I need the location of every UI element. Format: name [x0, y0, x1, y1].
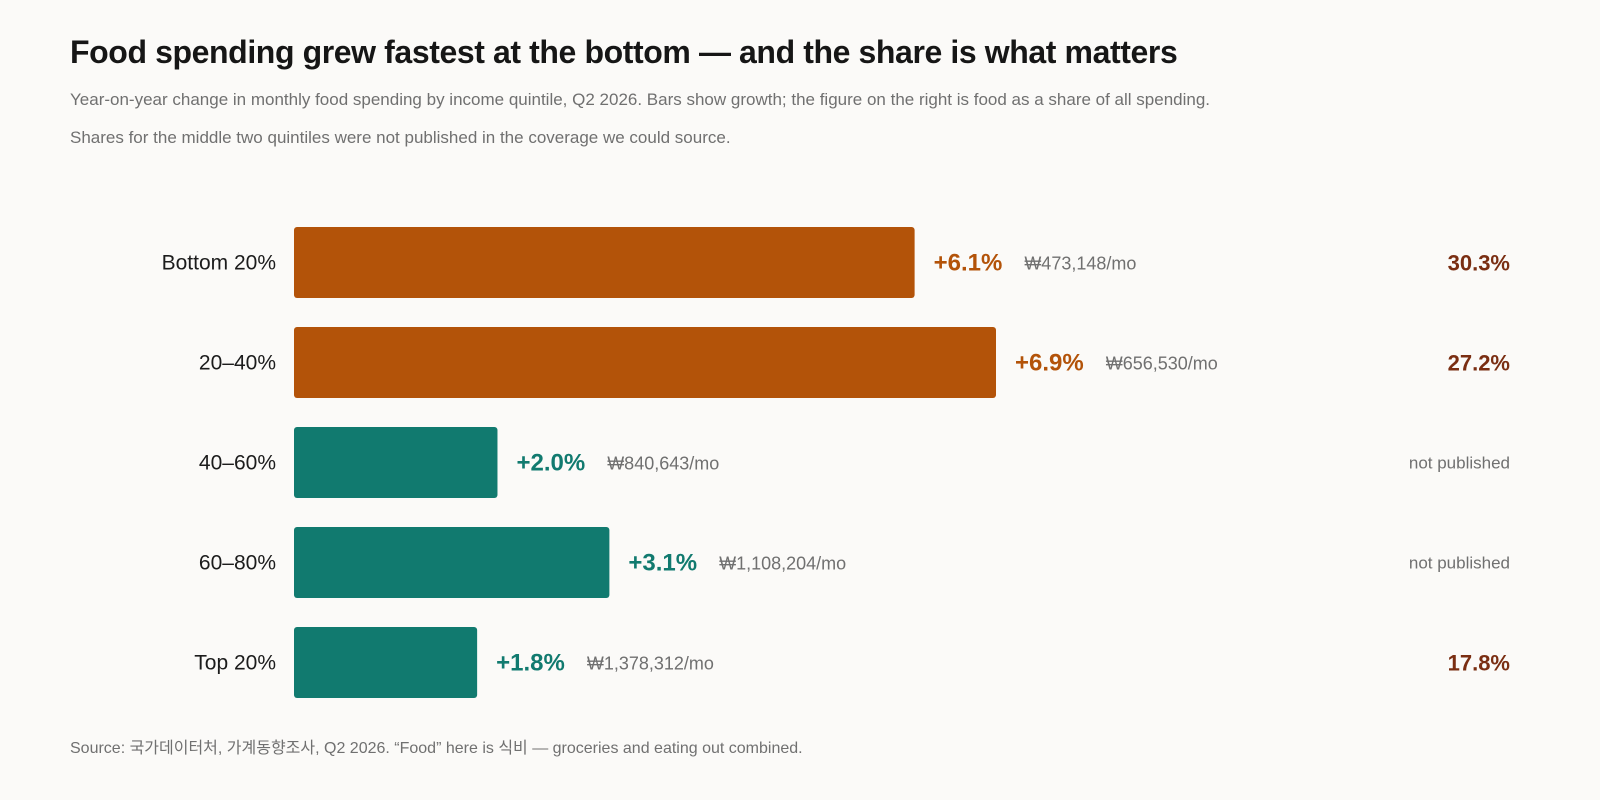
chart-title: Food spending grew fastest at the bottom…	[70, 34, 1178, 70]
bar	[294, 527, 610, 598]
category-label: 40–60%	[199, 452, 276, 475]
chart-subtitle: Year-on-year change in monthly food spen…	[70, 90, 1211, 109]
bar-value-label: +6.9%	[1015, 350, 1084, 377]
category-label: 20–40%	[199, 352, 276, 375]
spending-label: ₩1,378,312/mo	[587, 654, 714, 674]
bar-value-label: +2.0%	[516, 450, 585, 477]
spending-label: ₩1,108,204/mo	[719, 554, 846, 574]
share-label: 27.2%	[1448, 351, 1510, 376]
category-label: Bottom 20%	[162, 252, 276, 275]
category-label: Top 20%	[194, 652, 276, 675]
share-label: 30.3%	[1448, 251, 1510, 276]
share-label: not published	[1409, 554, 1510, 573]
bar	[294, 627, 478, 698]
bar-value-label: +6.1%	[934, 250, 1003, 277]
spending-label: ₩840,643/mo	[607, 454, 719, 474]
bar	[294, 327, 996, 398]
bar	[294, 227, 915, 298]
bar	[294, 427, 498, 498]
share-label: not published	[1409, 454, 1510, 473]
category-label: 60–80%	[199, 552, 276, 575]
bar-value-label: +3.1%	[628, 550, 697, 577]
share-label: 17.8%	[1448, 651, 1510, 676]
bar-value-label: +1.8%	[496, 650, 565, 677]
spending-label: ₩473,148/mo	[1024, 254, 1136, 274]
chart-note: Shares for the middle two quintiles were…	[70, 128, 731, 147]
spending-label: ₩656,530/mo	[1106, 354, 1218, 374]
bars-layer: Bottom 20% +6.1% ₩473,148/mo 30.3% 20–40% +6.…	[162, 227, 1510, 698]
chart-source: Source: 국가데이터처, 가계동향조사, Q2 2026. “Food” …	[70, 740, 803, 757]
